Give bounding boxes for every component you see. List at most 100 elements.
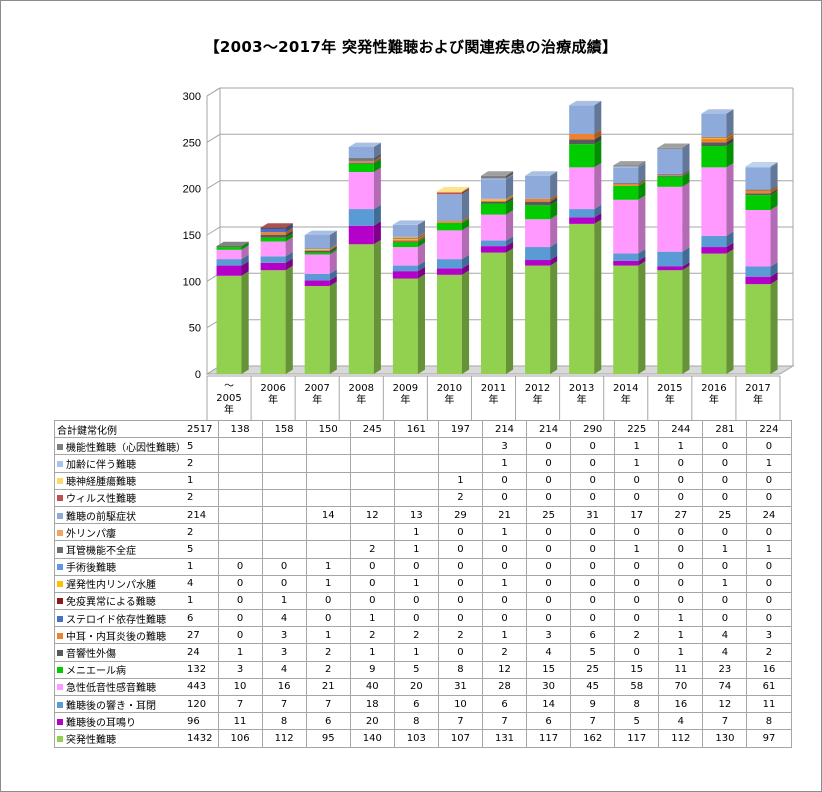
bar-segment-side	[373, 142, 381, 159]
bar-segment-front	[304, 247, 330, 249]
bar-segment-side	[241, 254, 249, 266]
x-tick-label: 年	[312, 393, 322, 406]
bar-segment-front	[304, 250, 330, 253]
data-label	[261, 540, 307, 559]
data-label: 1	[349, 609, 395, 628]
y-tick-label: 300	[183, 91, 201, 103]
gridline	[206, 87, 793, 97]
bar-segment-front	[481, 200, 506, 202]
legend-swatch	[57, 443, 63, 450]
bar-segment-side	[770, 185, 778, 191]
bar-segment-front	[392, 238, 418, 240]
bar-segment-side	[285, 224, 293, 233]
row-total: 5	[186, 437, 219, 456]
bar-segment-front	[392, 265, 418, 272]
bar-chart: 050100150200250300～2005年2006年2007年2008年2…	[183, 87, 795, 420]
data-label: 2	[305, 643, 351, 662]
bar-segment-front	[304, 235, 330, 248]
table-row: 難聴の前駆症状 214 14 12 13 29 21 25 31 17 27 25 24	[54, 505, 792, 525]
x-tick-label: 2017	[745, 383, 770, 394]
data-label: 10	[437, 694, 483, 714]
x-tick-label: 2016	[701, 383, 726, 394]
data-label: 4	[526, 643, 572, 662]
data-label	[349, 471, 395, 490]
bar-segment-front	[392, 224, 418, 237]
bar-segment-front	[260, 256, 286, 263]
bar-top-face	[525, 171, 558, 176]
data-label: 0	[702, 557, 748, 576]
data-label	[305, 454, 351, 473]
table-row: 中耳・内耳炎後の難聴 27 0 3 1 2 2 2 1 3 6 2 1 4 3	[54, 626, 792, 645]
bar-segment-front	[392, 271, 418, 279]
bar-segment-side	[550, 171, 558, 199]
legend-swatch	[57, 615, 63, 622]
bar-segment-front	[481, 198, 506, 200]
data-label	[217, 454, 263, 473]
bar-segment-front	[657, 147, 683, 149]
row-total: 6	[186, 609, 219, 628]
bar-segment-side	[506, 210, 514, 241]
data-label: 28	[481, 677, 528, 697]
legend-label: 外リンパ瘻	[66, 528, 116, 540]
bar-segment-front	[745, 166, 771, 168]
bar-segment-side	[461, 188, 470, 195]
legend-label: 免疫異常による難聴	[66, 597, 156, 609]
data-label: 2	[437, 626, 483, 645]
bar-segment-front	[216, 275, 242, 374]
x-tick-label: 2011	[481, 383, 506, 394]
data-label: 61	[746, 677, 792, 697]
bar-segment-front	[569, 167, 595, 210]
data-label: 1	[746, 454, 792, 473]
data-label: 11	[746, 694, 792, 714]
bar-segment-side	[506, 196, 514, 202]
legend-swatch	[57, 667, 63, 674]
bar-segment-side	[682, 262, 690, 271]
bar-segment-front	[260, 270, 286, 374]
x-tick-label: 年	[444, 393, 454, 406]
bar-segment-side	[285, 223, 293, 229]
bar-segment-front	[392, 241, 418, 243]
bar-segment-front	[348, 159, 374, 161]
bar-segment-side	[726, 134, 734, 143]
bar-segment-side	[241, 271, 249, 374]
bar-segment-side	[461, 187, 470, 193]
data-label: 11	[658, 660, 704, 679]
data-label	[217, 505, 263, 525]
data-label	[305, 540, 351, 559]
bar-segment-front	[745, 266, 771, 277]
bar-segment-side	[550, 194, 558, 202]
row-label: 聴神経腫瘍難聴	[54, 471, 186, 490]
bar-segment-side	[726, 163, 734, 236]
bar-segment-front	[657, 175, 683, 177]
bar-top-face	[701, 109, 734, 114]
bar-segment-front	[216, 259, 242, 266]
bar-segment-front	[525, 247, 551, 261]
bar-segment-side	[506, 199, 514, 215]
bar-segment-side	[329, 246, 337, 253]
data-label: 16	[746, 660, 792, 679]
data-label: 1	[481, 454, 528, 473]
row-total: 120	[186, 694, 219, 714]
legend-label: ステロイド依存性難聴	[66, 614, 166, 626]
bar-segment-front	[216, 246, 242, 248]
data-label	[305, 437, 351, 456]
data-label: 0	[702, 437, 748, 456]
data-label: 1	[481, 626, 528, 645]
bar-segment-front	[701, 247, 727, 254]
data-label: 21	[305, 677, 351, 697]
bar-segment-front	[348, 160, 374, 163]
bar-segment-front	[657, 266, 683, 271]
bar-segment-front	[260, 235, 286, 238]
data-label: 0	[437, 609, 483, 628]
data-label: 5	[570, 643, 616, 662]
bar-segment-front	[481, 252, 506, 374]
data-label: 0	[217, 609, 263, 628]
bar-segment-side	[285, 265, 293, 374]
data-label: 15	[526, 660, 572, 679]
data-label: 1	[437, 471, 483, 490]
table-row: 難聴後の響き・耳閉 120 7 7 7 18 6 10 6 14 9 8 16 12 11	[54, 694, 792, 714]
bar-segment-front	[569, 209, 595, 218]
legend-swatch	[57, 581, 63, 588]
bar-segment-side	[417, 261, 425, 272]
bar-segment-front	[260, 262, 286, 271]
